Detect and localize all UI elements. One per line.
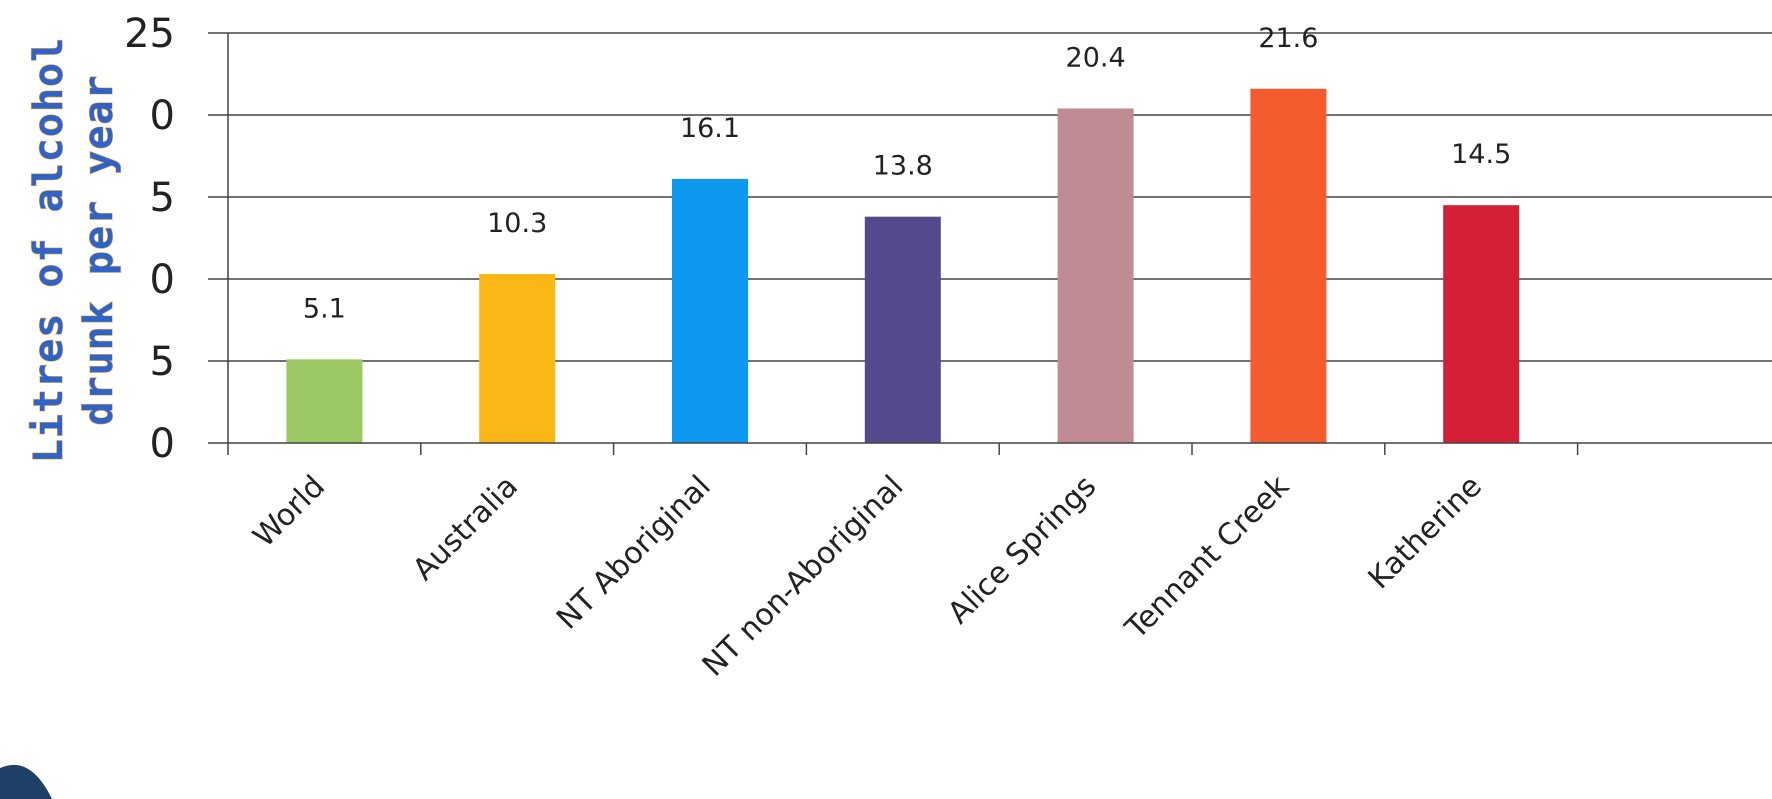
bar <box>1443 205 1520 443</box>
x-tick-label: Katherine <box>1362 469 1489 596</box>
data-label: 16.1 <box>680 113 740 144</box>
y-tick-label: 0 <box>150 421 175 467</box>
data-label: 21.6 <box>1258 23 1318 54</box>
y-tick-label: 0 <box>150 93 175 139</box>
data-labels: 5.1 10.3 16.1 13.8 20.4 21.6 14.5 <box>303 23 1511 325</box>
x-tick-label: NT non-Aboriginal <box>696 469 911 684</box>
data-label: 10.3 <box>487 208 547 239</box>
data-label: 20.4 <box>1066 42 1126 73</box>
corner-accent <box>0 764 52 799</box>
y-axis-title: Litres of alcohol drunk per year <box>25 36 122 464</box>
bar <box>672 178 748 443</box>
y-tick-label: 0 <box>150 257 175 303</box>
x-tick-label: Tennant Creek <box>1118 468 1296 646</box>
x-tick-label: Australia <box>406 469 525 588</box>
bar <box>1057 108 1134 443</box>
bar <box>286 359 363 443</box>
bars <box>286 88 1520 443</box>
x-tick-label: World <box>247 469 333 555</box>
y-axis-title-line-1: Litres of alcohol <box>26 37 72 463</box>
y-tick-label: 25 <box>124 11 175 57</box>
x-tick-label: NT Aboriginal <box>550 469 718 637</box>
bar <box>479 274 556 443</box>
gridlines <box>208 32 1772 362</box>
bar <box>864 216 941 443</box>
x-tick-label: Alice Springs <box>941 469 1103 631</box>
y-tick-label: 5 <box>150 339 175 385</box>
y-axis-title-line-2: drunk per year <box>76 74 122 425</box>
y-tick-label: 5 <box>150 175 175 221</box>
data-label: 13.8 <box>873 151 933 182</box>
data-label: 5.1 <box>303 293 346 324</box>
y-axis-ticks: 0 5 0 5 0 25 <box>124 11 175 467</box>
bar <box>1250 88 1327 443</box>
data-label: 14.5 <box>1451 139 1511 170</box>
